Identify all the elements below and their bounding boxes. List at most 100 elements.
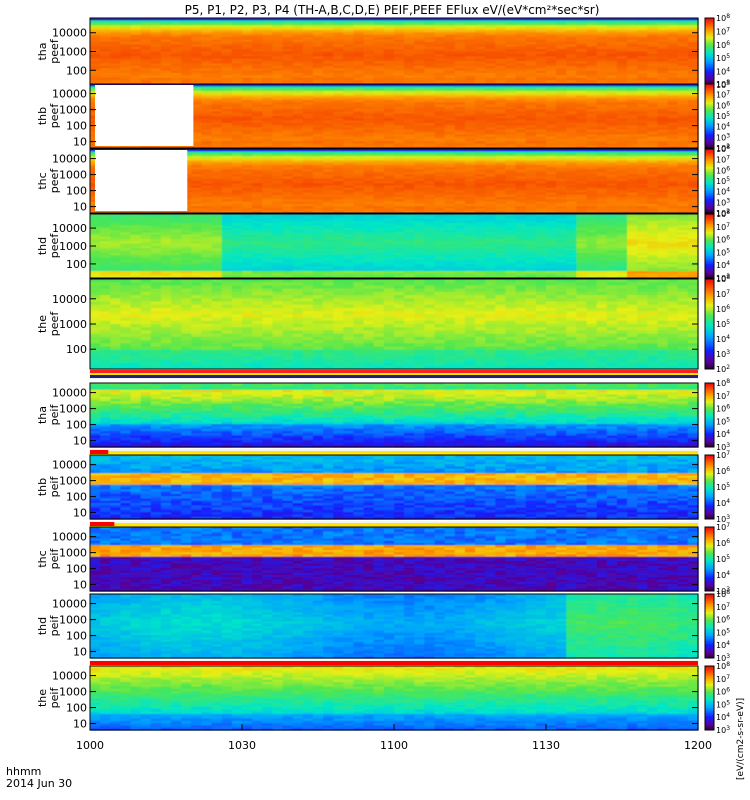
heatmap-cell xyxy=(677,65,689,69)
heatmap-cell xyxy=(464,49,476,53)
heatmap-cell xyxy=(454,56,466,60)
heatmap-cell xyxy=(211,29,223,33)
heatmap-cell xyxy=(262,37,273,41)
heatmap-cell xyxy=(373,132,385,135)
heatmap-cell xyxy=(414,68,425,72)
heatmap-cell xyxy=(404,75,415,79)
heatmap-cell xyxy=(454,53,466,57)
heatmap-cell xyxy=(242,68,253,72)
heatmap-cell xyxy=(211,109,223,113)
heatmap-cell xyxy=(627,134,638,138)
heatmap-cell xyxy=(556,125,567,129)
heatmap-cell xyxy=(262,116,273,119)
heatmap-cell xyxy=(606,143,618,147)
heatmap-cell xyxy=(616,97,628,101)
heatmap-cell xyxy=(647,80,659,84)
heatmap-cell xyxy=(454,80,466,84)
heatmap-cell xyxy=(586,109,598,113)
heatmap-cell xyxy=(100,37,111,41)
heatmap-cell xyxy=(464,129,476,133)
heatmap-cell xyxy=(383,51,395,55)
heatmap-cell xyxy=(363,116,375,119)
heatmap-cell xyxy=(272,136,284,140)
heatmap-cell xyxy=(252,88,263,92)
heatmap-cell xyxy=(262,61,273,65)
heatmap-cell xyxy=(647,34,659,38)
heatmap-cell xyxy=(647,22,659,26)
heatmap-cell xyxy=(323,132,334,135)
heatmap-cell xyxy=(596,20,608,24)
heatmap-cell xyxy=(495,58,507,62)
heatmap-cell xyxy=(404,25,415,29)
heatmap-cell xyxy=(475,77,486,81)
heatmap-cell xyxy=(292,138,304,142)
heatmap-cell xyxy=(596,39,608,43)
heatmap-cell xyxy=(383,29,395,33)
heatmap-cell xyxy=(677,51,689,55)
heatmap-cell xyxy=(333,100,344,103)
heatmap-cell xyxy=(383,129,395,133)
heatmap-cell xyxy=(231,116,243,119)
heatmap-cell xyxy=(191,141,203,145)
heatmap-cell xyxy=(373,44,385,48)
heatmap-cell xyxy=(475,116,486,119)
heatmap-cell xyxy=(546,68,557,72)
heatmap-cell xyxy=(312,22,324,26)
heatmap-cell xyxy=(657,51,669,55)
heatmap-cell xyxy=(353,44,365,48)
heatmap-cell xyxy=(343,102,355,106)
heatmap-cell xyxy=(556,100,567,103)
heatmap-cell xyxy=(252,20,263,24)
heatmap-cell xyxy=(252,73,263,77)
heatmap-cell xyxy=(627,27,638,31)
heatmap-cell xyxy=(383,37,395,41)
heatmap-cell xyxy=(343,138,355,142)
heatmap-cell xyxy=(485,77,496,81)
heatmap-cell xyxy=(140,41,152,45)
heatmap-cell xyxy=(424,113,436,117)
heatmap-cell xyxy=(383,68,395,72)
heatmap-cell xyxy=(576,93,588,97)
heatmap-cell xyxy=(525,39,537,43)
heatmap-cell xyxy=(231,97,243,101)
heatmap-cell xyxy=(434,44,446,48)
heatmap-cell xyxy=(201,77,213,81)
heatmap-cell xyxy=(485,84,496,87)
heatmap-cell xyxy=(616,100,628,103)
heatmap-cell xyxy=(383,88,395,92)
heatmap-cell xyxy=(373,63,385,67)
heatmap-cell xyxy=(363,61,375,65)
heatmap-cell xyxy=(627,111,638,115)
heatmap-cell xyxy=(353,58,365,62)
heatmap-cell xyxy=(221,73,233,77)
heatmap-cell xyxy=(292,95,304,99)
heatmap-cell xyxy=(333,37,344,41)
heatmap-cell xyxy=(667,75,679,79)
heatmap-cell xyxy=(657,49,669,53)
heatmap-cell xyxy=(667,29,679,33)
colorbar-swatch xyxy=(705,68,714,71)
heatmap-cell xyxy=(191,27,203,31)
heatmap-cell xyxy=(627,75,638,79)
heatmap-cell xyxy=(312,53,324,57)
heatmap-cell xyxy=(150,145,162,149)
heatmap-cell xyxy=(475,122,486,126)
heatmap-cell xyxy=(525,104,537,108)
heatmap-cell xyxy=(464,58,476,62)
heatmap-cell xyxy=(353,106,365,110)
heatmap-cell xyxy=(120,37,132,41)
heatmap-cell xyxy=(485,25,496,29)
heatmap-cell xyxy=(495,113,507,117)
heatmap-cell xyxy=(90,63,101,67)
heatmap-cell xyxy=(343,127,355,131)
heatmap-cell xyxy=(414,145,425,149)
heatmap-cell xyxy=(282,46,294,50)
heatmap-cell xyxy=(252,116,263,119)
heatmap-cell xyxy=(394,106,405,110)
heatmap-cell xyxy=(201,37,213,41)
heatmap-cell xyxy=(353,51,365,55)
heatmap-cell xyxy=(505,25,517,29)
heatmap-cell xyxy=(576,27,588,31)
heatmap-cell xyxy=(475,100,486,103)
heatmap-cell xyxy=(292,37,304,41)
